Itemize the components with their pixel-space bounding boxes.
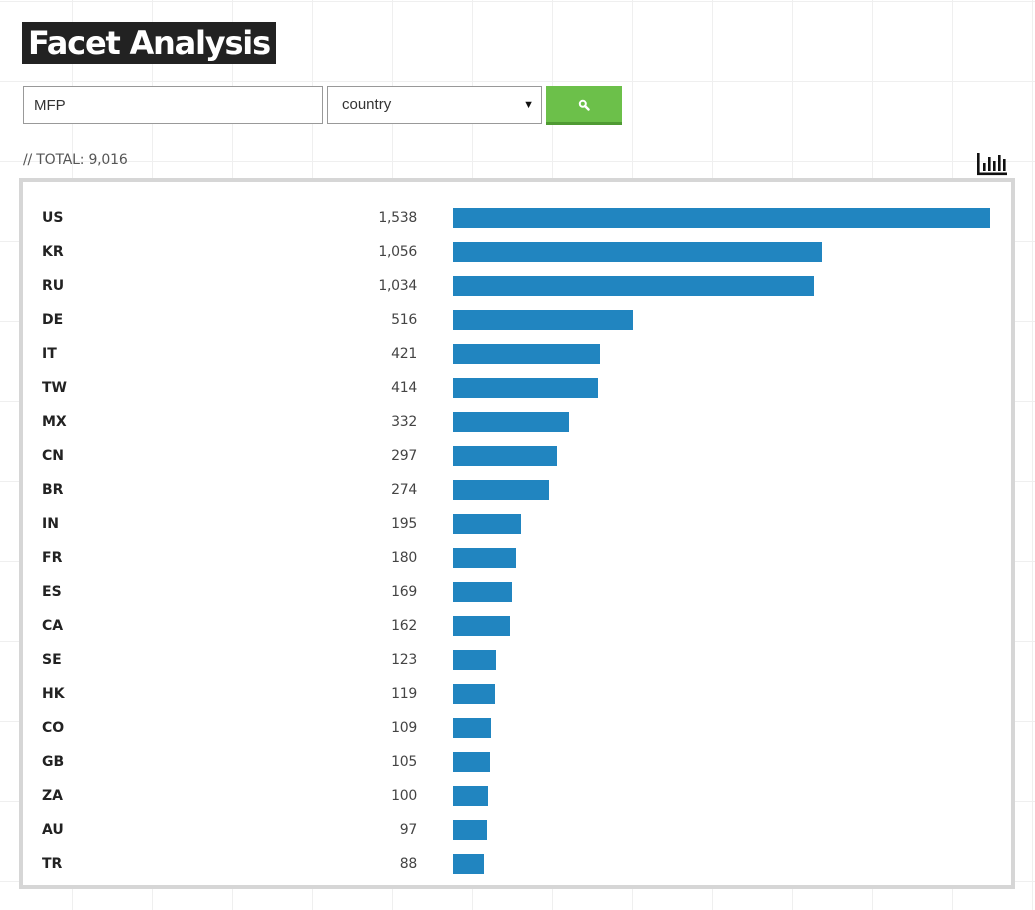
facet-label: HK — [42, 686, 65, 702]
facet-bar — [453, 684, 495, 704]
facet-count: 297 — [391, 448, 417, 464]
facet-label: CA — [42, 618, 64, 634]
facet-select[interactable]: country ▼ — [327, 86, 542, 124]
facet-count: 119 — [391, 686, 417, 702]
facet-count: 1,034 — [378, 278, 417, 294]
facet-row[interactable]: CN 297 — [23, 439, 1011, 473]
facet-row[interactable]: FR 180 — [23, 541, 1011, 575]
facet-bar — [453, 786, 488, 806]
facet-bar — [453, 548, 516, 568]
facet-label: KR — [42, 244, 64, 260]
facet-count: 332 — [391, 414, 417, 430]
facet-bar — [453, 820, 487, 840]
facet-label: GB — [42, 754, 65, 770]
facet-row[interactable]: SE 123 — [23, 643, 1011, 677]
facet-label: AU — [42, 822, 64, 838]
facet-bar — [453, 242, 822, 262]
facet-row[interactable]: BR 274 — [23, 473, 1011, 507]
facet-bar — [453, 344, 600, 364]
facet-label: ZA — [42, 788, 63, 804]
facet-count: 274 — [391, 482, 417, 498]
facet-row[interactable]: DE 516 — [23, 303, 1011, 337]
facet-row[interactable]: TR 88 — [23, 847, 1011, 881]
facet-row[interactable]: ES 169 — [23, 575, 1011, 609]
search-input[interactable] — [23, 86, 323, 124]
facet-bar — [453, 446, 557, 466]
facet-label: TW — [42, 380, 67, 396]
total-count: // TOTAL: 9,016 — [23, 152, 128, 168]
facet-row[interactable]: RU 1,034 — [23, 269, 1011, 303]
facet-label: SE — [42, 652, 62, 668]
facet-bar — [453, 310, 633, 330]
facet-bar — [453, 480, 549, 500]
facet-results-chart: US 1,538 KR 1,056 RU 1,034 DE 516 IT 421 TW 414 MX 33… — [19, 178, 1015, 889]
facet-count: 195 — [391, 516, 417, 532]
facet-count: 123 — [391, 652, 417, 668]
facet-bar — [453, 752, 490, 772]
facet-bar — [453, 412, 569, 432]
facet-count: 1,056 — [378, 244, 417, 260]
facet-label: ES — [42, 584, 62, 600]
facet-bar — [453, 208, 990, 228]
facet-count: 162 — [391, 618, 417, 634]
facet-bar — [453, 854, 484, 874]
facet-row[interactable]: TW 414 — [23, 371, 1011, 405]
facet-label: IN — [42, 516, 59, 532]
search-icon — [578, 99, 590, 111]
facet-count: 169 — [391, 584, 417, 600]
facet-count: 1,538 — [378, 210, 417, 226]
facet-count: 421 — [391, 346, 417, 362]
facet-count: 180 — [391, 550, 417, 566]
facet-row[interactable]: CO 109 — [23, 711, 1011, 745]
facet-label: MX — [42, 414, 67, 430]
chevron-down-icon: ▼ — [523, 99, 534, 111]
facet-row[interactable]: MX 332 — [23, 405, 1011, 439]
page-title: Facet Analysis — [22, 22, 276, 64]
facet-label: FR — [42, 550, 63, 566]
facet-label: IT — [42, 346, 57, 362]
facet-count: 100 — [391, 788, 417, 804]
bar-chart-icon[interactable] — [976, 151, 1008, 177]
facet-row[interactable]: US 1,538 — [23, 201, 1011, 235]
facet-bar — [453, 718, 491, 738]
facet-bar — [453, 378, 598, 398]
facet-bar — [453, 616, 510, 636]
facet-label: CO — [42, 720, 65, 736]
facet-count: 109 — [391, 720, 417, 736]
facet-label: US — [42, 210, 64, 226]
facet-label: BR — [42, 482, 64, 498]
facet-label: TR — [42, 856, 63, 872]
facet-bar — [453, 582, 512, 602]
facet-count: 97 — [399, 822, 418, 838]
facet-label: CN — [42, 448, 64, 464]
facet-bar — [453, 276, 814, 296]
facet-count: 414 — [391, 380, 417, 396]
facet-row[interactable]: AU 97 — [23, 813, 1011, 847]
facet-count: 516 — [391, 312, 417, 328]
facet-bar — [453, 650, 496, 670]
facet-bar — [453, 514, 521, 534]
facet-count: 105 — [391, 754, 417, 770]
facet-label: DE — [42, 312, 64, 328]
search-button[interactable] — [546, 86, 622, 125]
facet-row[interactable]: KR 1,056 — [23, 235, 1011, 269]
facet-row[interactable]: IT 421 — [23, 337, 1011, 371]
facet-row[interactable]: ZA 100 — [23, 779, 1011, 813]
facet-row[interactable]: IN 195 — [23, 507, 1011, 541]
facet-select-value: country — [342, 96, 392, 113]
facet-row[interactable]: CA 162 — [23, 609, 1011, 643]
facet-row[interactable]: HK 119 — [23, 677, 1011, 711]
facet-label: RU — [42, 278, 65, 294]
facet-count: 88 — [399, 856, 418, 872]
facet-row[interactable]: GB 105 — [23, 745, 1011, 779]
